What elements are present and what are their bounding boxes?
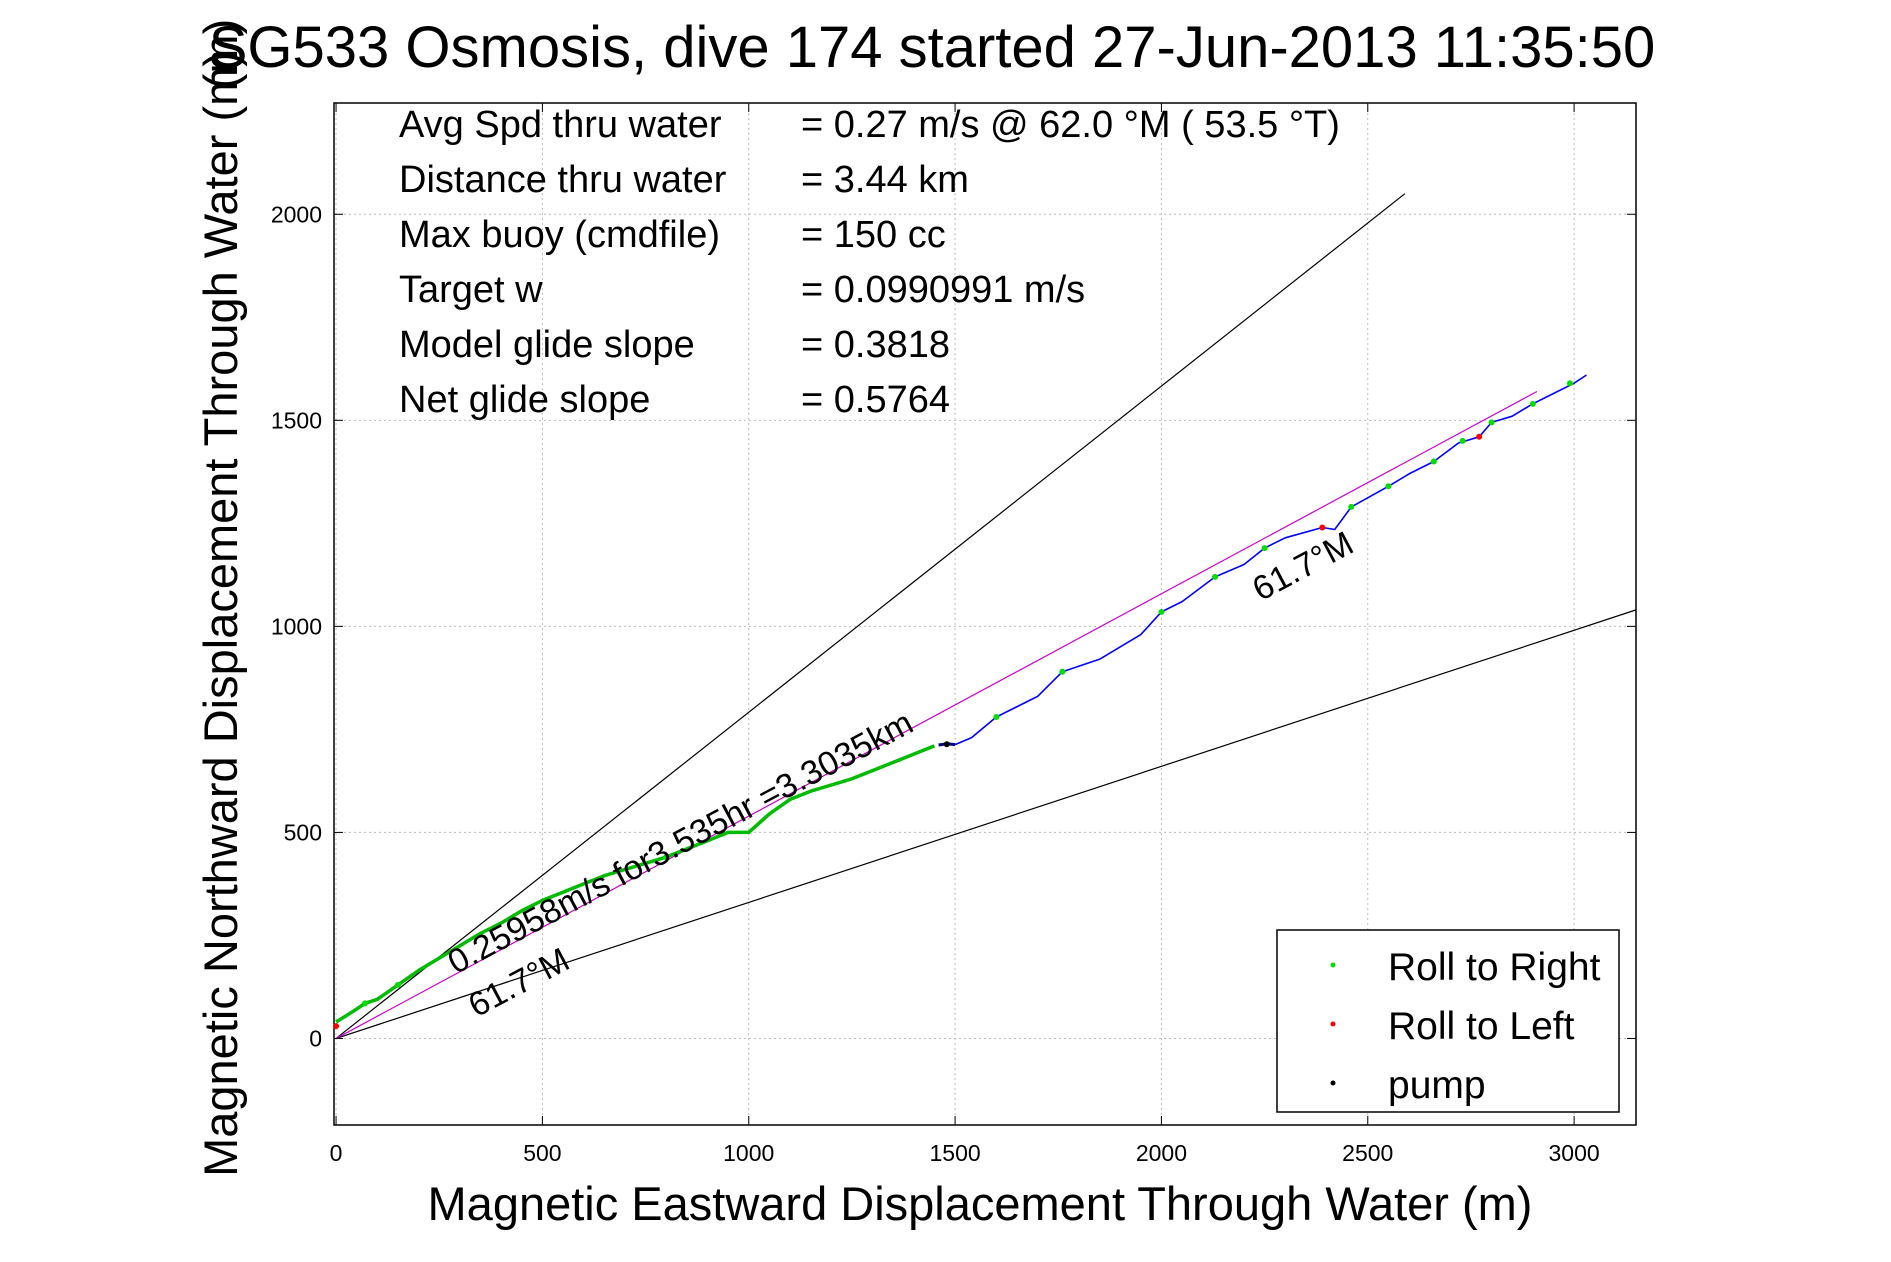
stat-value: = 0.3818 <box>801 324 950 366</box>
roll-to-right-marker <box>1212 573 1219 580</box>
roll-to-right-marker <box>1488 419 1495 426</box>
roll-to-right-marker <box>394 981 401 988</box>
stat-value: = 0.5764 <box>801 379 950 421</box>
heading-line-line <box>335 390 1538 1039</box>
stat-label: Target w <box>399 269 543 311</box>
roll-to-left-marker <box>333 1023 340 1030</box>
markers-group <box>333 380 1573 1030</box>
stat-value: = 0.0990991 m/s <box>801 269 1085 311</box>
legend-entries: Roll to Right Roll to Left pump <box>1330 946 1601 1107</box>
stats-block: Avg Spd thru water = 0.27 m/s @ 62.0 °M (… <box>399 104 1340 421</box>
upper-bound-line <box>335 193 1406 1039</box>
roll-to-right-marker <box>1430 458 1437 465</box>
roll-to-right-marker <box>663 854 670 861</box>
roll-to-right-marker <box>1459 437 1466 444</box>
reference-lines <box>335 193 1637 1040</box>
x-tick-label: 0 <box>330 1140 343 1166</box>
legend-marker <box>1330 1080 1336 1086</box>
legend-label: pump <box>1388 1064 1486 1107</box>
track-dive-series <box>335 744 936 1024</box>
y-axis-label-overlap: (m) <box>194 19 247 89</box>
stat-label: Distance thru water <box>399 159 727 201</box>
y-tick-label: 0 <box>309 1025 322 1051</box>
legend-marker <box>1330 962 1336 968</box>
roll-to-right-marker <box>993 714 1000 721</box>
stat-label: Max buoy (cmdfile) <box>399 214 720 256</box>
roll-to-right-marker <box>1261 545 1268 552</box>
y-tick-label: 1500 <box>271 407 322 433</box>
stat-value: = 150 cc <box>801 214 946 256</box>
stat-label: Avg Spd thru water <box>399 104 722 146</box>
legend-label: Roll to Left <box>1388 1005 1575 1048</box>
roll-to-right-marker <box>361 1000 368 1007</box>
roll-to-right-marker <box>1529 400 1536 407</box>
roll-to-right-marker <box>1385 483 1392 490</box>
x-tick-label: 500 <box>523 1140 561 1166</box>
legend-marker <box>1330 1021 1336 1027</box>
stat-value: = 0.27 m/s @ 62.0 °M ( 53.5 °T) <box>801 104 1340 146</box>
stat-value: = 3.44 km <box>801 159 969 201</box>
legend: Roll to Right Roll to Left pump <box>1276 929 1620 1113</box>
x-tick-label: 3000 <box>1549 1140 1600 1166</box>
roll-to-right-marker <box>1348 503 1355 510</box>
stat-label: Net glide slope <box>399 379 650 421</box>
roll-to-right-marker <box>1158 608 1165 615</box>
x-tick-label: 1000 <box>723 1140 774 1166</box>
roll-to-left-marker <box>1319 524 1326 531</box>
chart-title: SG533 Osmosis, dive 174 started 27-Jun-2… <box>209 15 1656 80</box>
pump-marker <box>943 741 950 748</box>
x-axis-label: Magnetic Eastward Displacement Through W… <box>428 1177 1533 1230</box>
y-tick-label: 1000 <box>271 613 322 639</box>
lower-bound-line <box>335 609 1637 1040</box>
legend-label: Roll to Right <box>1388 946 1601 989</box>
y-axis-label: Magnetic Northward Displacement Through … <box>194 51 247 1177</box>
roll-to-right-marker <box>1566 380 1573 387</box>
y-tick-label: 500 <box>284 819 322 845</box>
x-tick-label: 1500 <box>929 1140 980 1166</box>
x-tick-label: 2500 <box>1342 1140 1393 1166</box>
x-axis-ticks: 0 500 1000 1500 2000 2500 3000 <box>330 103 1600 1166</box>
y-axis-ticks: 0 500 1000 1500 2000 <box>271 201 1636 1051</box>
roll-to-left-marker <box>1476 433 1483 440</box>
x-tick-label: 2000 <box>1136 1140 1187 1166</box>
stat-label: Model glide slope <box>399 324 695 366</box>
roll-to-right-marker <box>1059 668 1066 675</box>
y-tick-label: 2000 <box>271 201 322 227</box>
